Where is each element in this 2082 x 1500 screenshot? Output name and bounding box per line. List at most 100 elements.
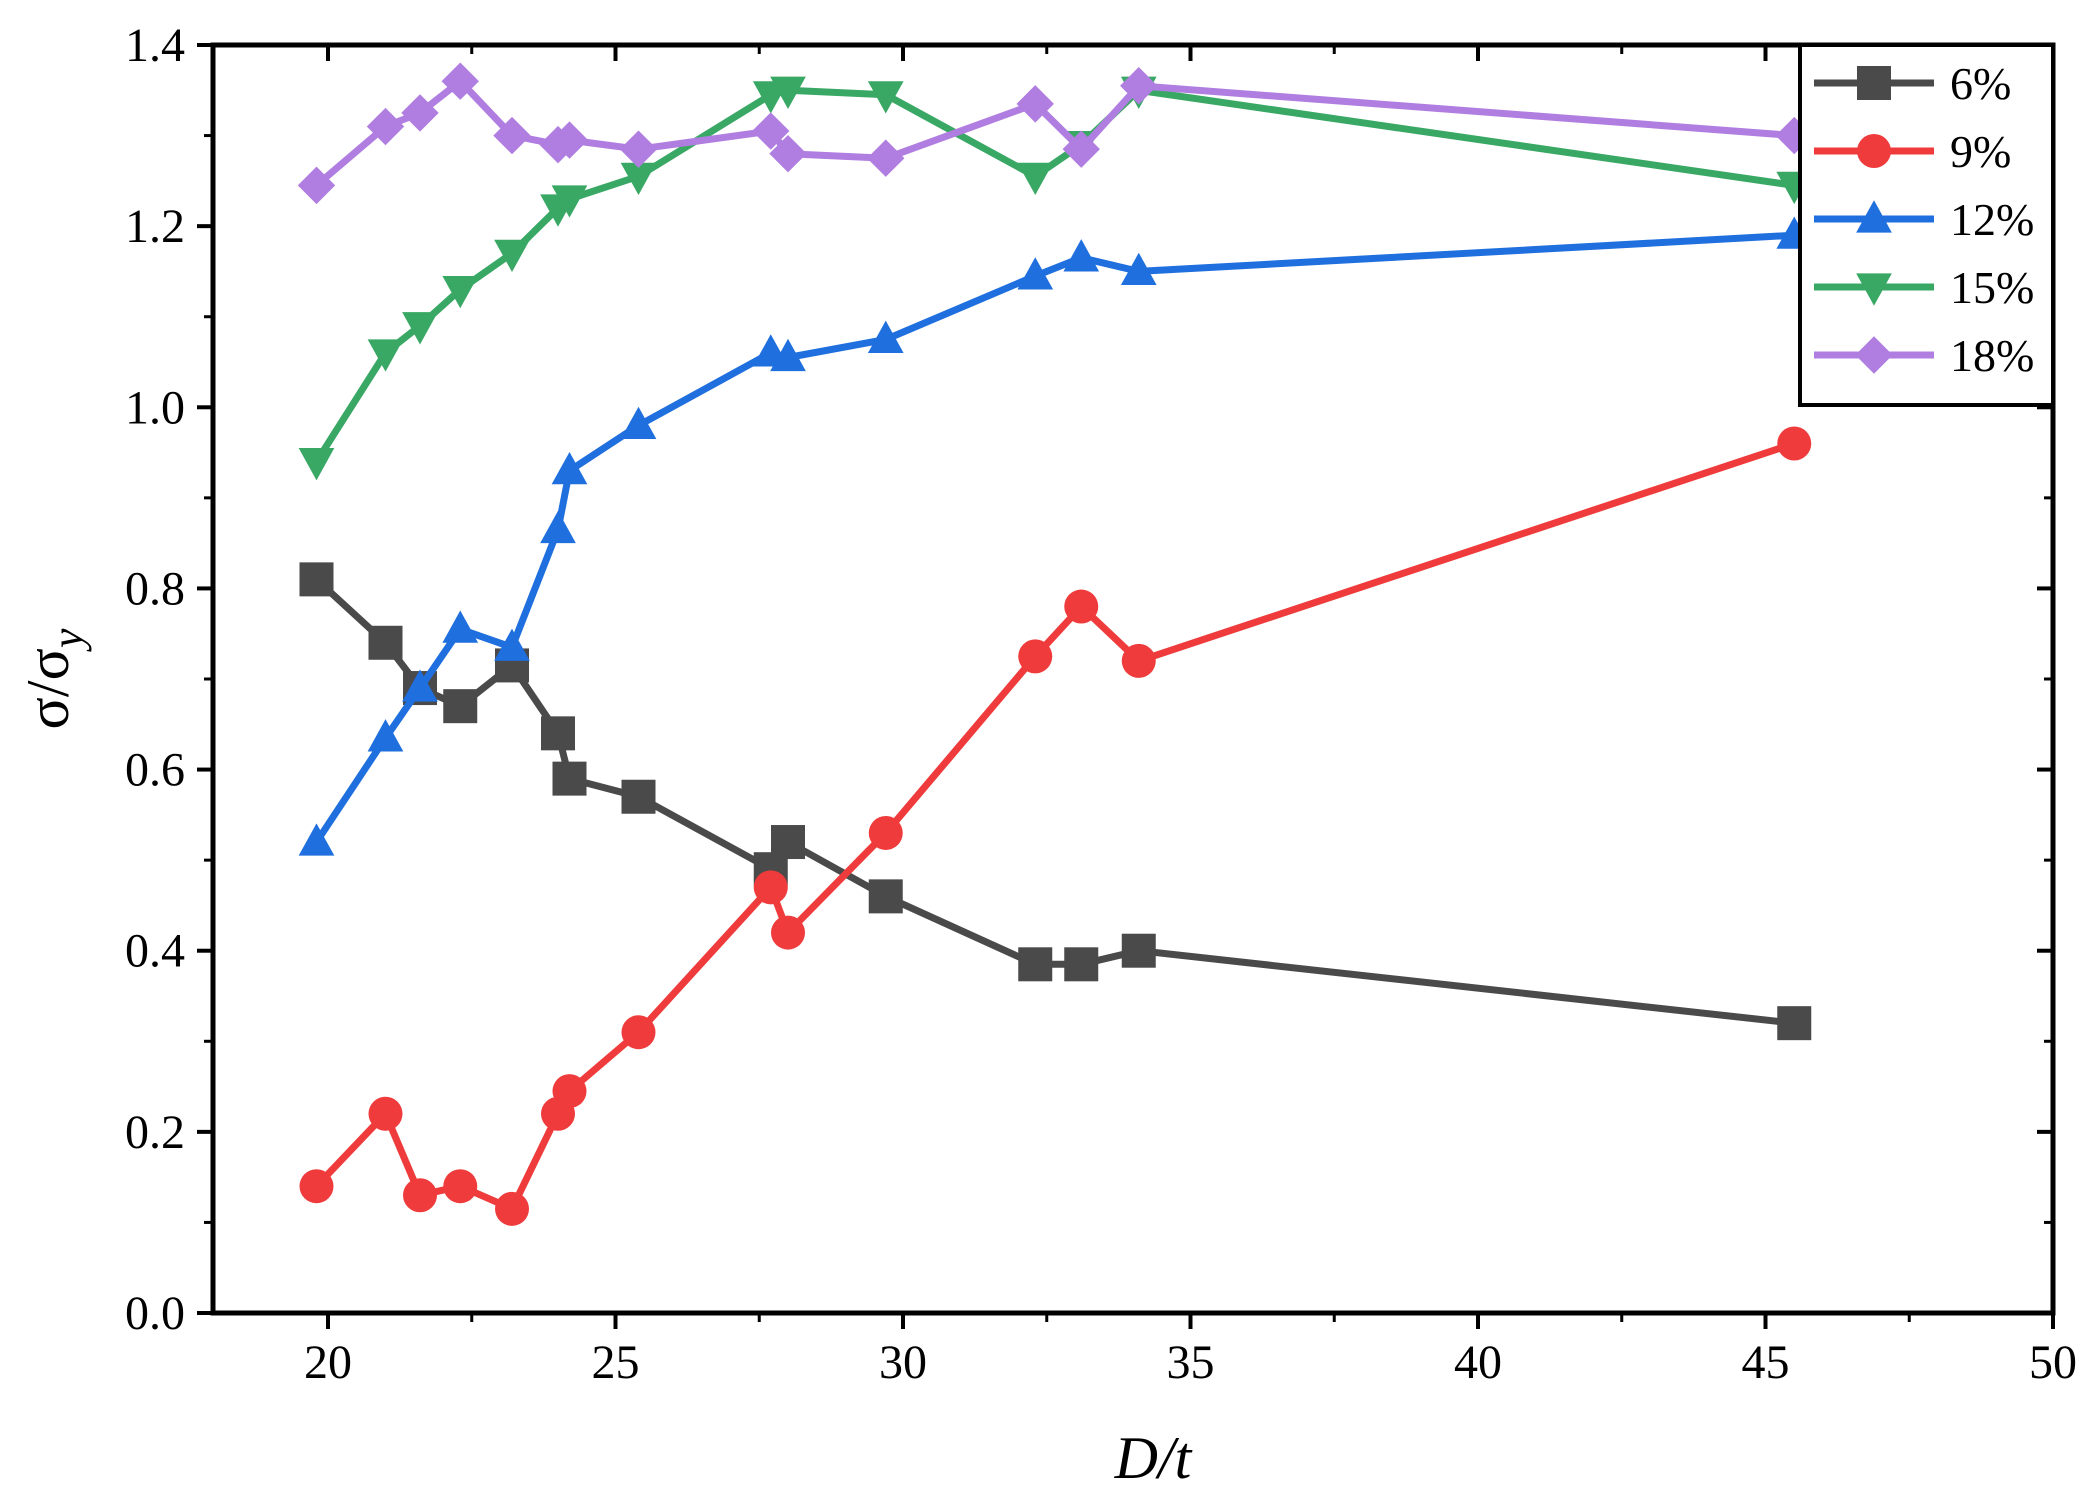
y-axis-title: σ/σy — [15, 628, 92, 729]
y-tick-label: 1.2 — [125, 200, 185, 253]
x-axis-title: D/t — [1114, 1425, 1193, 1491]
legend-marker — [1856, 200, 1892, 233]
data-point-15pct — [551, 185, 588, 218]
data-point-18pct — [441, 62, 479, 100]
x-tick-label: 20 — [304, 1336, 352, 1389]
data-point-18pct — [1016, 85, 1054, 123]
legend-item-9pct: 9% — [1814, 126, 2011, 177]
data-point-9pct — [299, 1169, 334, 1204]
data-point-9pct — [403, 1178, 437, 1213]
data-point-9pct — [868, 815, 903, 850]
legend-label: 18% — [1950, 330, 2034, 381]
x-tick-label: 50 — [2029, 1336, 2077, 1389]
data-point-12pct — [402, 669, 438, 702]
data-point-15pct — [298, 448, 335, 481]
series-12pct — [298, 216, 1813, 856]
x-tick-label: 30 — [879, 1336, 927, 1389]
data-point-12pct — [540, 510, 576, 544]
legend-label: 9% — [1950, 126, 2011, 177]
y-tick-label: 1.0 — [125, 381, 185, 434]
data-point-12pct — [551, 451, 588, 485]
data-point-9pct — [753, 870, 788, 905]
series-line-6pct — [314, 576, 1795, 1027]
data-point-6pct — [1777, 1006, 1812, 1041]
x-tick-label: 45 — [1742, 1336, 1790, 1389]
legend-marker — [1857, 134, 1891, 168]
data-point-6pct — [868, 879, 903, 914]
y-axis-title-main: σ/σ — [15, 648, 81, 729]
x-tick-label: 40 — [1454, 1336, 1502, 1389]
data-point-6pct — [299, 562, 334, 597]
series-18pct — [297, 62, 1813, 205]
data-point-18pct — [769, 134, 807, 173]
data-point-18pct — [366, 107, 405, 146]
legend-label: 6% — [1950, 58, 2011, 109]
legend-item-6pct: 6% — [1814, 58, 2011, 109]
series-line-15pct — [313, 86, 1795, 464]
data-point-18pct — [493, 116, 531, 155]
data-point-15pct — [442, 275, 479, 309]
legend-marker — [1856, 273, 1892, 306]
series-6pct — [299, 562, 1812, 1041]
data-point-15pct — [367, 339, 404, 372]
legend: 6% 9% 12% 15% 18% — [1798, 43, 2055, 407]
data-point-12pct — [298, 823, 335, 856]
series-9pct — [299, 426, 1812, 1226]
data-point-12pct — [867, 320, 904, 353]
series-line-12pct — [313, 231, 1795, 844]
series-layer — [297, 62, 1813, 1226]
x-tick-label: 25 — [592, 1336, 640, 1389]
data-point-9pct — [1064, 589, 1099, 624]
legend-item-12pct: 12% — [1814, 194, 2034, 245]
data-point-9pct — [368, 1096, 403, 1131]
data-point-15pct — [494, 239, 530, 273]
data-point-18pct — [619, 130, 658, 168]
legend-label: 15% — [1950, 262, 2034, 313]
legend-label: 12% — [1950, 194, 2034, 245]
y-tick-label: 1.4 — [125, 19, 185, 72]
data-point-12pct — [1017, 257, 1054, 290]
data-point-12pct — [770, 338, 806, 372]
legend-item-15pct: 15% — [1814, 262, 2034, 313]
legend-marker — [1855, 336, 1893, 374]
x-tick-label: 35 — [1167, 1336, 1215, 1389]
y-tick-label: 0.6 — [125, 744, 185, 797]
data-point-9pct — [621, 1015, 656, 1050]
data-point-9pct — [552, 1074, 587, 1109]
data-point-12pct — [1120, 252, 1157, 286]
data-point-12pct — [367, 719, 404, 752]
data-point-12pct — [442, 610, 479, 643]
data-point-18pct — [752, 112, 790, 150]
y-tick-label: 0.8 — [125, 562, 185, 615]
data-point-15pct — [1017, 162, 1054, 196]
data-point-9pct — [771, 915, 805, 950]
data-point-6pct — [368, 625, 403, 660]
data-point-18pct — [867, 139, 905, 177]
data-point-9pct — [495, 1191, 529, 1226]
data-point-15pct — [867, 81, 904, 114]
data-point-15pct — [620, 162, 657, 196]
data-point-12pct — [494, 628, 530, 661]
data-point-12pct — [620, 406, 657, 439]
data-point-18pct — [550, 121, 589, 159]
y-axis-title-subscript: y — [43, 628, 92, 652]
data-point-12pct — [1063, 239, 1100, 272]
data-point-18pct — [297, 166, 336, 205]
data-point-15pct — [770, 76, 806, 109]
y-tick-label: 0.4 — [125, 925, 185, 978]
data-point-6pct — [552, 761, 587, 796]
data-point-6pct — [1064, 947, 1099, 982]
data-point-6pct — [771, 825, 805, 860]
axes-layer: 20 25 30 35 40 45 50 0.0 0.2 0.4 0.6 0.8 1.0 1.2 1.4 — [125, 19, 2077, 1389]
data-point-6pct — [1018, 947, 1053, 982]
data-point-18pct — [1062, 130, 1100, 168]
series-line-18pct — [314, 77, 1795, 189]
axis-labels-layer: D/t σ/σy — [15, 628, 1193, 1491]
data-point-9pct — [443, 1169, 478, 1204]
legend-box — [1798, 43, 2055, 407]
data-point-18pct — [1120, 67, 1158, 105]
legend-item-18pct: 18% — [1814, 330, 2034, 381]
data-point-18pct — [401, 94, 439, 132]
data-point-6pct — [541, 716, 575, 751]
